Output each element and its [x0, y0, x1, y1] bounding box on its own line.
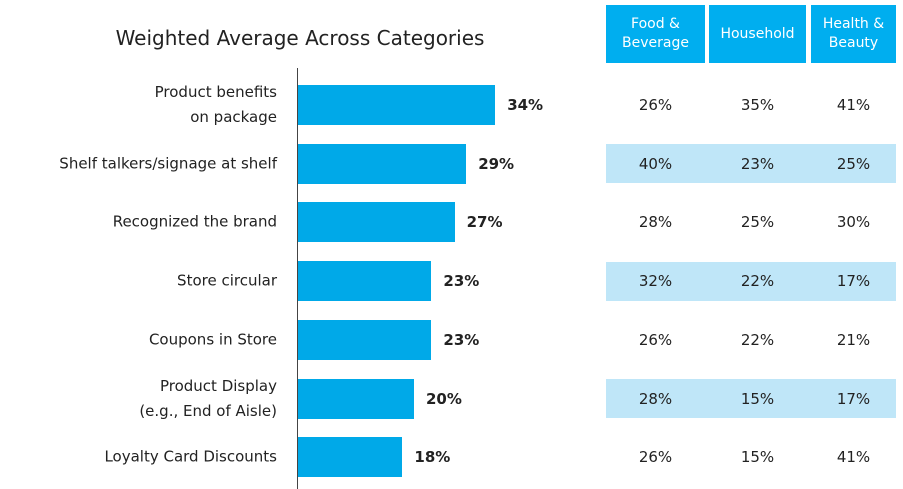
bar — [298, 261, 432, 302]
table-cell: 26% — [638, 448, 673, 467]
value-label: 34% — [507, 96, 544, 114]
table-cell: 17% — [836, 272, 871, 291]
value-label: 20% — [426, 389, 462, 408]
table-cell: 21% — [836, 330, 871, 349]
table-cell: 28% — [638, 389, 673, 408]
table-cell: 15% — [740, 389, 775, 408]
column-header: Household — [709, 5, 806, 63]
table-cell: 35% — [740, 96, 775, 114]
category-label: Loyalty Card Discounts — [104, 447, 277, 466]
table-cell: 15% — [740, 448, 775, 467]
value-label: 23% — [443, 272, 480, 291]
bar — [298, 378, 414, 419]
category-label: Coupons in Store — [148, 330, 277, 349]
table-cell: 25% — [740, 213, 775, 232]
table-cell: 41% — [836, 96, 871, 114]
row-band — [606, 261, 896, 301]
table-cell: 17% — [836, 389, 871, 408]
category-label: Shelf talkers/signage at shelf — [59, 154, 277, 173]
column-header: Food & Beverage — [606, 5, 705, 63]
bar — [298, 143, 467, 184]
axis-line — [297, 68, 298, 489]
bar — [298, 202, 455, 243]
bar — [298, 85, 496, 125]
table-cell: 26% — [638, 330, 673, 349]
value-label: 18% — [414, 448, 451, 467]
value-label: 23% — [443, 330, 480, 349]
table-cell: 23% — [740, 154, 775, 173]
category-label: Product Display (e.g., End of Aisle) — [139, 376, 277, 420]
table-cell: 22% — [740, 330, 775, 349]
bar — [298, 437, 403, 478]
row-band — [606, 379, 896, 418]
table-cell: 32% — [638, 272, 673, 291]
table-cell: 40% — [638, 154, 673, 173]
category-label: Recognized the brand — [112, 212, 277, 231]
table-cell: 30% — [836, 213, 871, 232]
value-label: 29% — [478, 154, 515, 173]
column-header: Health & Beauty — [811, 5, 896, 63]
table-cell: 28% — [638, 213, 673, 232]
value-label: 27% — [466, 213, 503, 232]
table-cell: 22% — [740, 272, 775, 291]
row-band — [606, 144, 896, 184]
table-cell: 25% — [836, 154, 871, 173]
category-label: Product benefits on package — [154, 83, 277, 126]
table-cell: 41% — [836, 448, 871, 467]
category-label: Store circular — [177, 271, 277, 290]
chart-title: Weighted Average Across Categories — [115, 26, 485, 50]
bar — [298, 319, 432, 360]
table-cell: 26% — [638, 96, 673, 114]
